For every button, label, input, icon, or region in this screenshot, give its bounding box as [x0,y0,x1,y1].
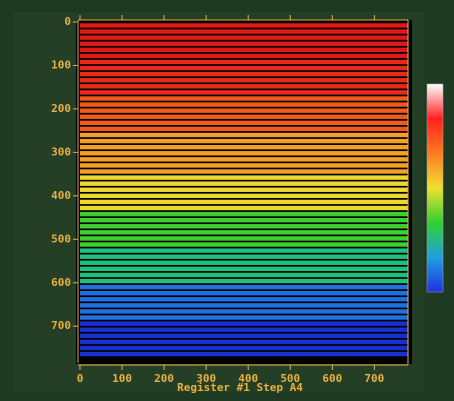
stripe [80,35,408,40]
y-tick-label: 400 [51,189,71,202]
y-tick-label: 300 [51,145,71,158]
stripe [80,29,408,34]
stripe [80,230,408,235]
stripe [80,327,408,332]
y-tick-label: 100 [51,58,71,71]
x-tick-label: 300 [196,372,216,385]
stripe [80,199,408,205]
stripe [80,23,408,28]
stripe [80,236,408,241]
stripe [80,321,408,326]
stripe [80,193,408,199]
stripe [80,266,408,272]
y-tick-label: 600 [51,276,71,289]
stripe [80,175,408,180]
y-tick-label: 0 [64,15,71,28]
stripe [80,47,408,53]
stripe [80,53,408,59]
stripe [80,309,408,314]
stripe [80,345,408,351]
stripe [80,272,408,278]
stripe [80,41,408,46]
x-tick-label: 0 [77,372,84,385]
stripe [80,224,408,229]
x-tick-label: 200 [154,372,174,385]
stripe [80,205,408,211]
stripe [80,315,408,320]
y-tick-label: 500 [51,232,71,245]
stripe [80,126,408,132]
stripe [80,339,408,345]
x-tick-label: 400 [238,372,258,385]
stripe [80,169,408,174]
y-tick-label: 700 [51,319,71,332]
stripe [80,59,408,65]
stripe [80,284,408,290]
x-tick-label: 500 [280,372,300,385]
stripe [80,144,408,150]
x-tick-label: 700 [364,372,384,385]
stripe [80,114,408,119]
stripe [80,248,408,253]
stripe [80,108,408,113]
stripe [80,96,408,101]
stripe [80,260,408,265]
stripe [80,151,408,156]
stripe [80,291,408,296]
stripe [80,132,408,138]
stripe [80,211,408,217]
stripe [80,90,408,95]
stripe [80,333,408,338]
stripe [80,138,408,144]
stripe [80,187,408,192]
y-tick-label: 200 [51,102,71,115]
x-axis-label: Register #1 Step A4 [177,381,303,394]
stripe [80,84,408,89]
stripe [80,297,408,302]
x-tick-label: 100 [112,372,132,385]
stripe [80,65,408,71]
stripe [80,71,408,77]
stripe [80,102,408,107]
stripe [80,217,408,223]
stripe [80,120,408,126]
stripe [80,181,408,186]
colorbar [426,83,444,293]
stripe [80,278,408,284]
stripe [80,351,408,357]
stripe [80,242,408,247]
stripe [80,254,408,259]
stripe [80,163,408,168]
stripe [80,157,408,162]
stripe [80,78,408,83]
x-tick-label: 600 [322,372,342,385]
stripe [80,303,408,308]
